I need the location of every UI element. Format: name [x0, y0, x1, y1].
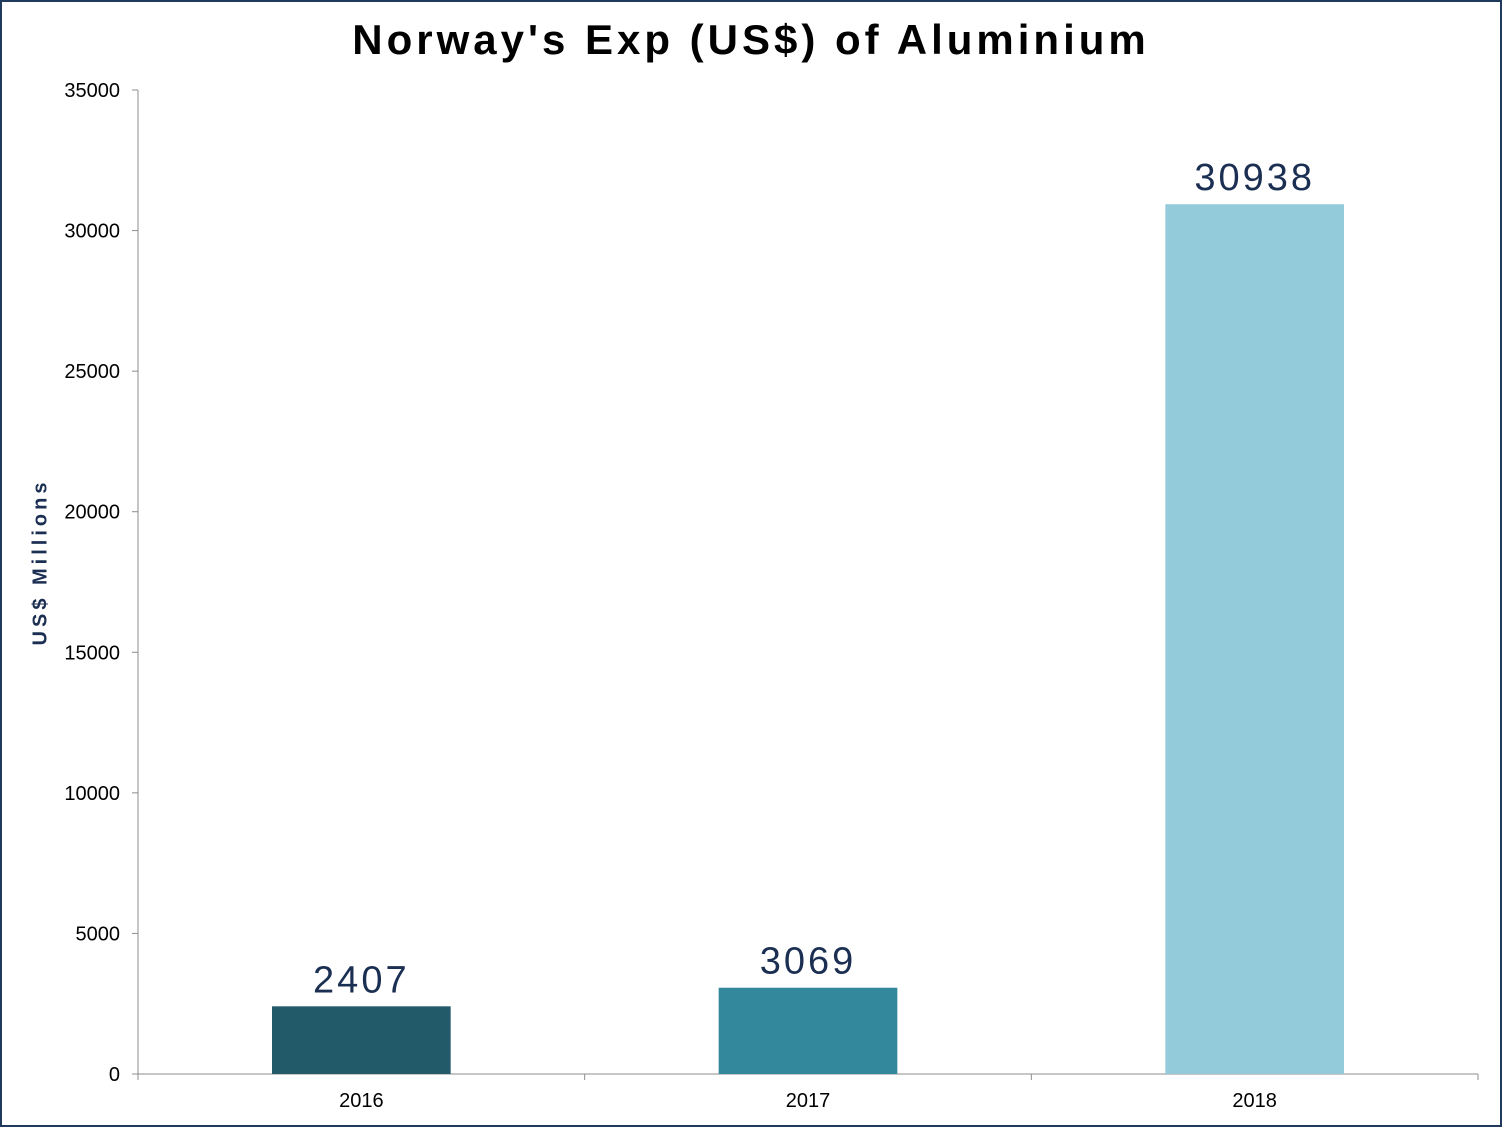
- data-labels: 2407 3069 30938: [313, 157, 1315, 1001]
- y-tick-label: 5000: [76, 923, 121, 945]
- chart-title: Norway's Exp (US$) of Aluminium: [352, 16, 1150, 63]
- x-tick-label: 2016: [339, 1090, 384, 1112]
- y-tick-label: 0: [109, 1064, 120, 1086]
- y-tick-label: 10000: [64, 783, 120, 805]
- y-tick-label: 15000: [64, 642, 120, 664]
- y-tick-label: 35000: [64, 80, 120, 102]
- y-tick-label: 20000: [64, 502, 120, 524]
- y-tick-label: 25000: [64, 361, 120, 383]
- bar-2016: [272, 1006, 451, 1074]
- bar-2017: [718, 987, 898, 1074]
- y-axis: 0 5000 10000 15000 20000 25000 30000 35000: [64, 80, 139, 1086]
- y-tick-label: 30000: [64, 221, 120, 243]
- data-label-2016: 2407: [313, 959, 410, 1001]
- bar-2018: [1165, 204, 1344, 1075]
- x-tick-label: 2018: [1232, 1090, 1277, 1112]
- bars: [272, 204, 1344, 1075]
- data-label-2017: 3069: [760, 941, 857, 983]
- data-label-2018: 30938: [1194, 157, 1315, 199]
- x-tick-label: 2017: [786, 1090, 831, 1112]
- x-axis: 2016 2017 2018: [137, 1073, 1479, 1112]
